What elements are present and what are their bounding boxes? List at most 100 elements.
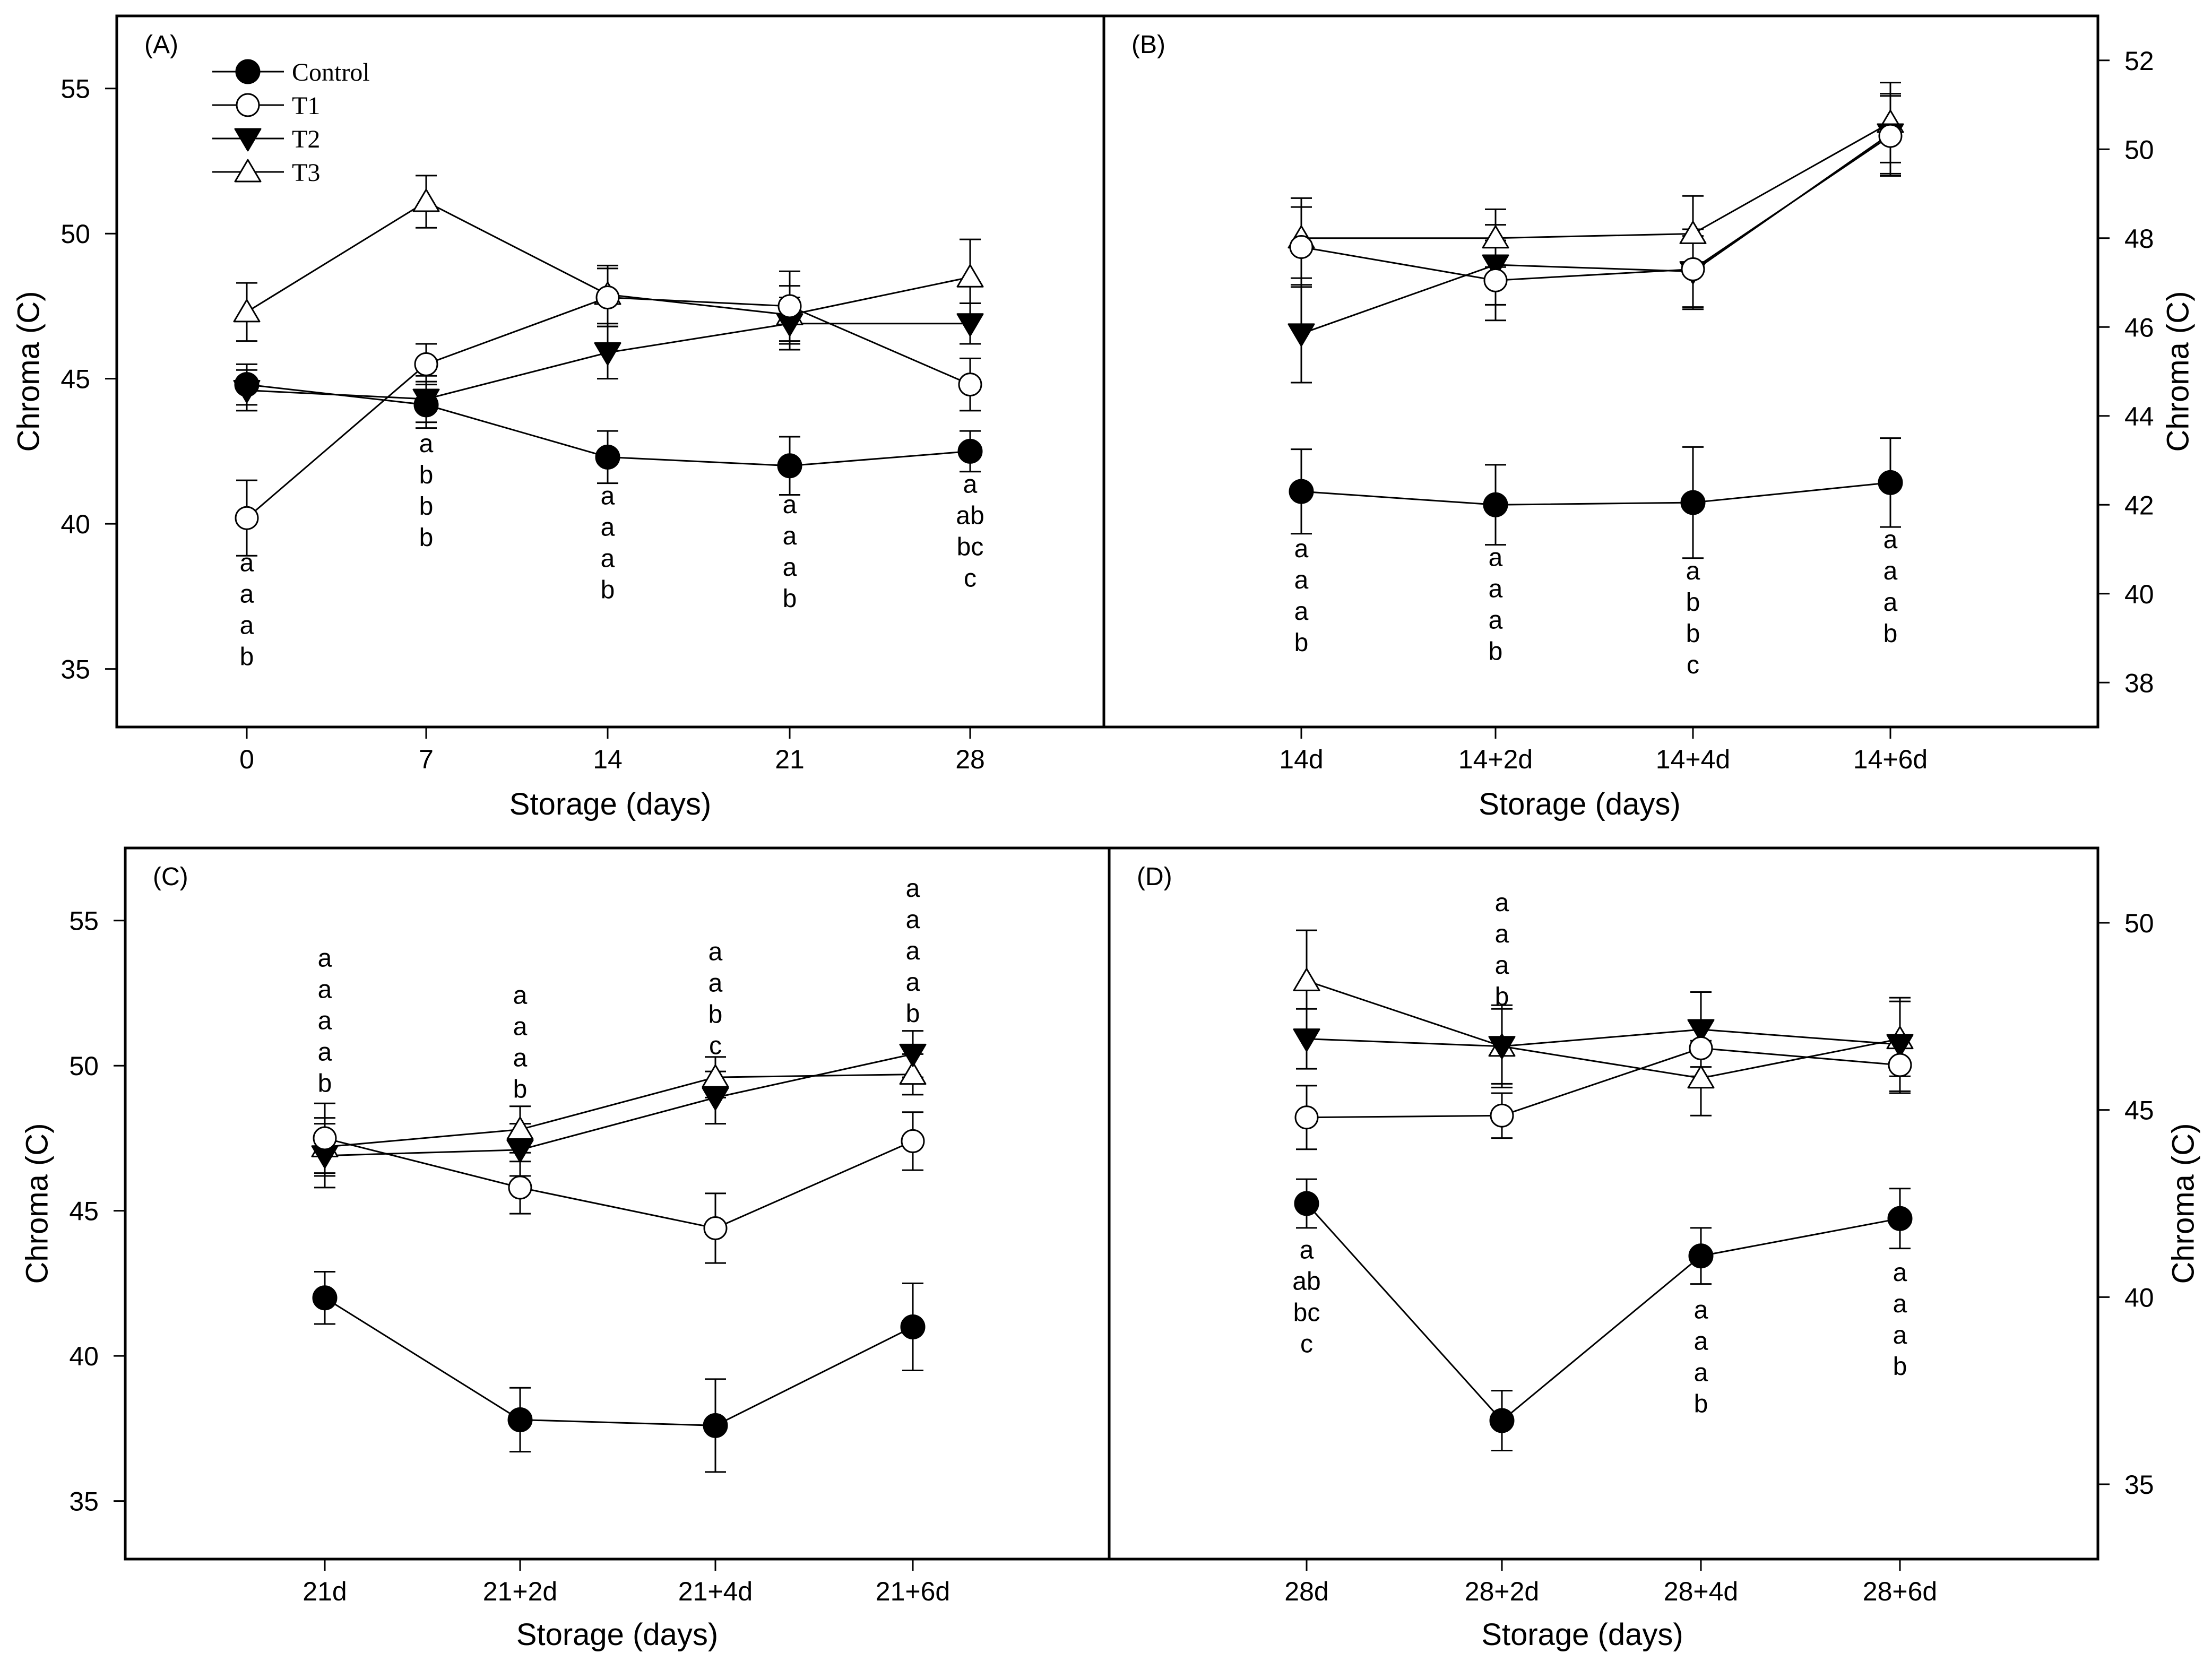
data-point-t1: [595, 285, 620, 310]
legend: Control T1 T2 T3: [212, 58, 370, 187]
significance-letter: a: [601, 514, 615, 542]
data-point-t2: [1886, 1034, 1914, 1058]
x-tick-label: 0: [239, 745, 254, 774]
panel-label: (B): [1131, 31, 1165, 59]
data-point-t3: [1679, 221, 1707, 244]
x-axis-title: Storage (days): [1479, 787, 1680, 821]
significance-letter: c: [709, 1032, 722, 1060]
significance-letter: a: [240, 549, 254, 577]
significance-letter: bc: [957, 533, 984, 561]
significance-letter: b: [906, 1000, 920, 1028]
x-tick-label: 14+2d: [1458, 745, 1533, 774]
significance-letter: c: [1300, 1330, 1313, 1358]
x-tick-label: 7: [419, 745, 434, 774]
significance-letter: b: [601, 576, 615, 604]
significance-letter: b: [240, 643, 254, 671]
data-point-control: [1489, 1408, 1515, 1433]
significance-letter: b: [1694, 1390, 1708, 1418]
x-axis-title: Storage (days): [509, 787, 711, 821]
y-tick-label: 46: [2124, 313, 2154, 342]
data-point-t1: [1490, 1103, 1514, 1128]
significance-letter: bc: [1293, 1299, 1320, 1327]
y-axis-title: Chroma (C): [2161, 291, 2195, 452]
significance-letter: a: [1489, 607, 1503, 635]
significance-letter: a: [708, 938, 723, 966]
series-line-t3: [324, 1074, 913, 1148]
significance-letter: a: [318, 1007, 332, 1035]
series-line-t2: [324, 1053, 913, 1157]
series-line-control: [1301, 481, 1891, 506]
data-point-t2: [594, 342, 621, 366]
panel-label: (C): [153, 863, 188, 891]
significance-letter: b: [513, 1075, 528, 1103]
y-tick-label: 45: [2124, 1096, 2154, 1126]
significance-letter: b: [318, 1069, 332, 1097]
data-point-t1: [1888, 1053, 1912, 1077]
y-tick-label: 35: [61, 655, 90, 685]
plot-frame: [1108, 846, 2099, 1561]
significance-letter: a: [318, 1038, 332, 1066]
significance-letter: b: [419, 461, 434, 489]
significance-letter: b: [783, 585, 797, 613]
data-point-control: [507, 1407, 533, 1432]
significance-letter: ab: [1292, 1267, 1320, 1295]
significance-letter: a: [1495, 889, 1509, 917]
significance-letter: a: [419, 430, 434, 458]
significance-letter: a: [1495, 920, 1509, 948]
panel-b: 38 40 42 44 46 48 50 52 14d 14+2d 14+4d 14+6d Storag…: [1102, 14, 2195, 821]
data-point-control: [1289, 479, 1314, 504]
x-tick-label: 14d: [1279, 745, 1323, 774]
significance-letter: a: [513, 981, 528, 1009]
significance-letter: b: [1883, 620, 1898, 648]
y-tick-label: 55: [61, 74, 90, 104]
significance-letter: b: [1893, 1353, 1907, 1381]
data-point-t3: [233, 299, 261, 323]
significance-letter: a: [513, 1012, 528, 1041]
data-point-t1: [901, 1129, 925, 1153]
data-point-t2: [1488, 1036, 1516, 1060]
data-point-t1: [313, 1126, 337, 1150]
significance-letter: b: [1495, 983, 1509, 1011]
significance-letter: a: [1489, 575, 1503, 603]
data-point-control: [1688, 1243, 1714, 1269]
data-point-t1: [1289, 235, 1314, 259]
data-point-t2: [899, 1043, 927, 1067]
significance-letter: a: [1694, 1358, 1708, 1387]
significance-letter: a: [1489, 544, 1503, 572]
significance-letter: a: [318, 975, 332, 1003]
significance-letter: b: [1686, 588, 1700, 617]
significance-letter: ab: [956, 502, 984, 530]
significance-letter: a: [1686, 557, 1700, 585]
data-point-t3: [702, 1064, 729, 1088]
series-line-control: [324, 1297, 913, 1426]
data-point-control: [413, 392, 439, 418]
significance-letter: c: [1687, 651, 1699, 679]
panel-label: (A): [144, 31, 178, 59]
data-point-t1: [703, 1216, 728, 1240]
series-line-t1: [324, 1137, 913, 1230]
plot-frame: [1102, 14, 2099, 729]
data-point-t1: [777, 294, 802, 318]
significance-letter: a: [963, 471, 978, 499]
y-tick-label: 52: [2124, 46, 2154, 76]
legend-marker-t1: [236, 93, 260, 117]
significance-letter: a: [783, 491, 797, 519]
significance-letter: a: [1893, 1321, 1907, 1349]
significance-letter: a: [318, 944, 332, 972]
data-point-t3: [1687, 1065, 1715, 1089]
data-point-t3: [956, 264, 984, 288]
series-line-t3: [1306, 980, 1900, 1079]
legend-label-t1: T1: [292, 92, 320, 120]
significance-letter: b: [419, 524, 434, 552]
significance-letter: a: [1883, 557, 1898, 585]
x-tick-label: 28: [955, 745, 985, 774]
significance-letter: a: [1300, 1236, 1314, 1264]
x-tick-label: 21+2d: [483, 1577, 557, 1606]
series-line-t2: [1301, 133, 1891, 335]
panel-label: (D): [1137, 863, 1172, 891]
panel-c: 35 40 45 50 55 21d 21+2d 21+4d 21+6d Storage (day…: [20, 846, 1111, 1652]
data-point-t1: [1689, 1036, 1713, 1060]
data-point-t2: [702, 1087, 729, 1111]
data-point-control: [900, 1314, 926, 1339]
